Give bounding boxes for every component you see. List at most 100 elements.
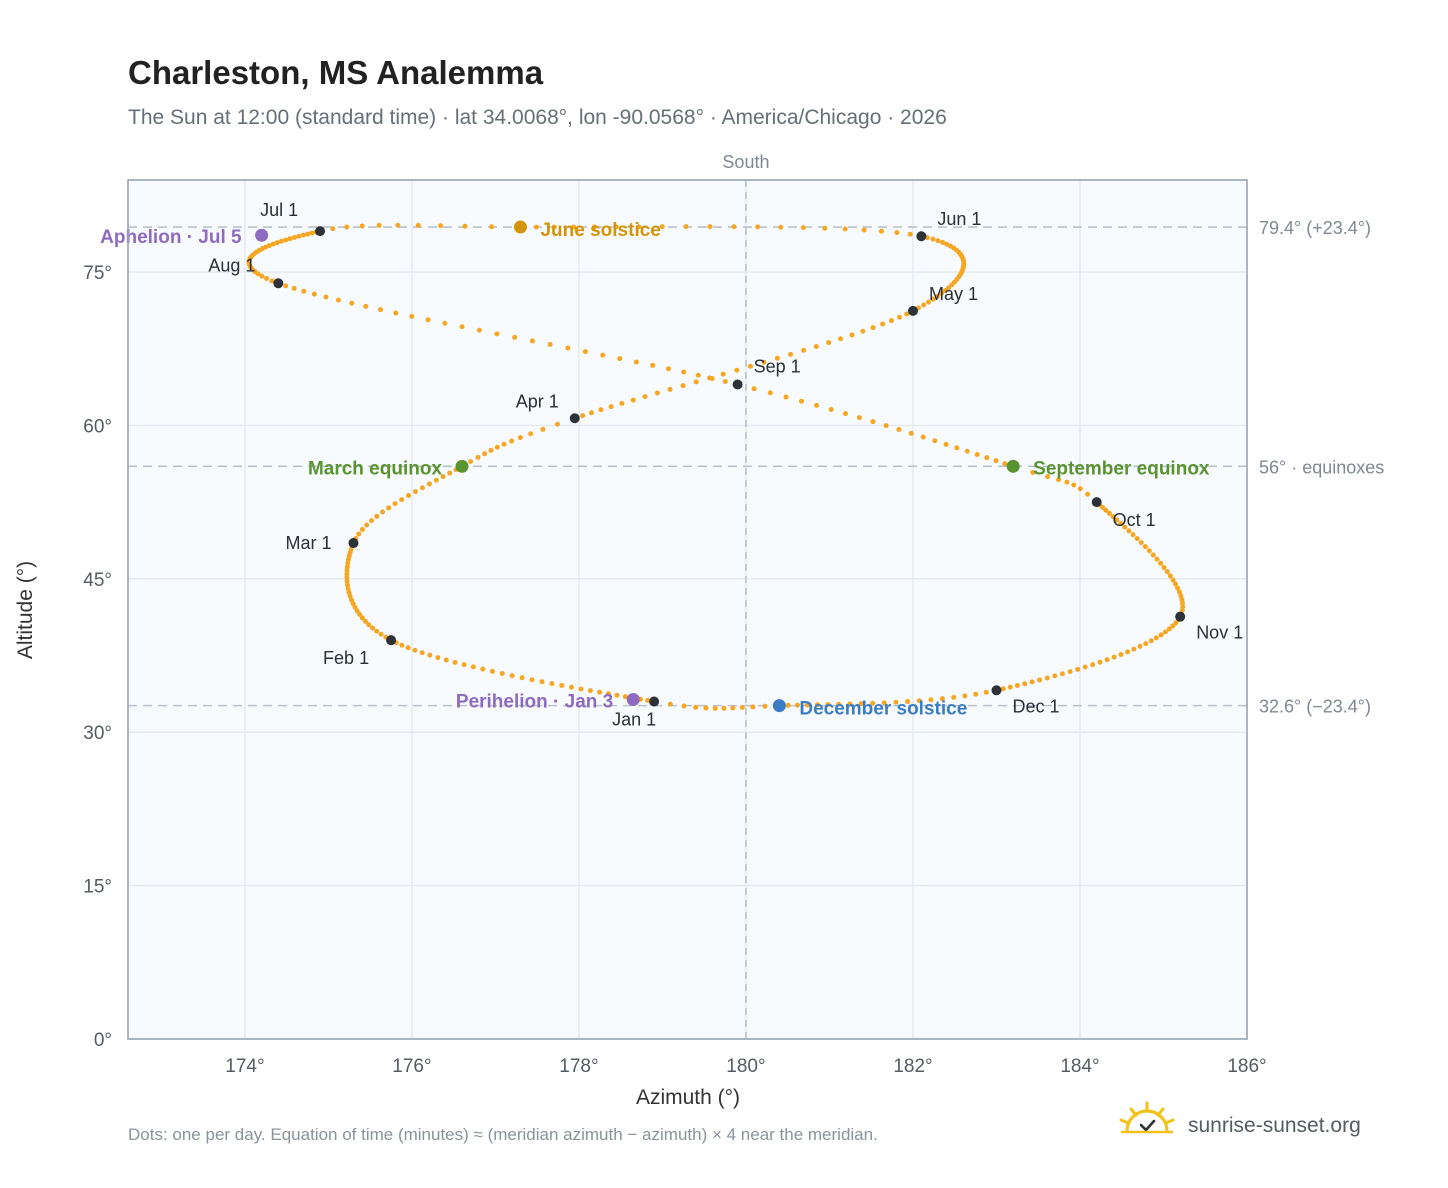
daily-sun-dot [930,296,936,302]
daily-sun-dot [529,338,535,344]
event-marker-label: March equinox [308,458,443,479]
daily-sun-dot [512,334,518,340]
daily-sun-dot [278,238,284,244]
daily-sun-dot [354,608,360,614]
daily-sun-dot [693,379,699,385]
y-tick-label: 75° [83,263,112,284]
daily-sun-dot [654,390,660,396]
daily-sun-dot [393,310,399,316]
daily-sun-dot [540,426,546,432]
month-marker-dot [348,538,359,549]
daily-sun-dot [1142,544,1148,550]
daily-sun-dot [370,625,376,631]
daily-sun-dot [974,452,980,458]
daily-sun-dot [747,363,753,369]
daily-sun-dot [345,586,351,592]
daily-sun-dot [412,489,418,495]
daily-sun-dot [755,224,761,230]
daily-sun-dot [1022,681,1028,687]
month-marker-dot [273,278,284,289]
daily-sun-dot [482,451,488,457]
daily-sun-dot [881,700,887,706]
daily-sun-dot [349,300,355,306]
daily-sun-dot [630,397,636,403]
daily-sun-dot [731,224,737,230]
month-marker-dot [991,685,1002,696]
daily-sun-dot [1173,620,1179,626]
daily-sun-dot [880,321,886,327]
daily-sun-dot [399,497,405,503]
daily-sun-dot [255,271,261,277]
daily-sun-dot [386,505,392,511]
daily-sun-dot [270,241,276,247]
daily-sun-dot [1110,514,1116,520]
month-marker-label: Aug 1 [208,255,255,275]
south-reference-label: South [722,152,769,172]
x-tick-label: 184° [1060,1056,1099,1077]
x-tick-label: 180° [726,1056,765,1077]
daily-sun-dot [305,231,311,237]
daily-sun-dot [904,311,910,317]
daily-sun-dot [703,705,709,711]
daily-sun-dot [984,455,990,461]
daily-sun-dot [598,407,604,413]
daily-sun-dot [1158,632,1164,638]
daily-sun-dot [309,230,315,236]
daily-sun-dot [814,402,820,408]
month-marker-dot [386,635,397,646]
daily-sun-dot [1148,638,1154,644]
daily-sun-dot [774,355,780,361]
daily-sun-dot [301,288,307,294]
daily-sun-dot [667,386,673,392]
daily-sun-dot [287,236,293,242]
daily-sun-dot [1030,469,1036,475]
daily-sun-dot [588,410,594,416]
sun-logo-icon [1119,1101,1175,1134]
y-tick-label: 15° [83,877,112,898]
daily-sun-dot [547,341,553,347]
daily-sun-dot [501,441,507,447]
event-marker-label: December solstice [799,699,967,720]
daily-sun-dot [440,474,446,480]
chart-title: Charleston, MS Analemma [128,54,544,91]
daily-sun-dot [939,696,945,702]
daily-sun-dot [973,691,979,697]
daily-sun-dot [1158,560,1164,566]
y-tick-label: 60° [83,416,112,437]
daily-sun-dot [559,682,565,688]
daily-sun-dot [1077,486,1083,492]
daily-sun-dot [683,224,689,230]
daily-sun-dot [825,702,831,708]
daily-sun-dot [551,224,557,230]
daily-sun-dot [259,273,265,279]
daily-sun-dot [519,675,525,681]
daily-sun-dot [1103,507,1109,513]
daily-sun-dot [1154,556,1160,562]
daily-sun-dot [452,659,458,665]
daily-sun-dot [1111,654,1117,660]
daily-sun-dot [395,222,401,228]
daily-sun-dot [916,698,922,704]
month-marker-label: Apr 1 [516,391,559,411]
daily-sun-dot [605,691,611,697]
daily-sun-dot [908,430,914,436]
daily-sun-dot [1179,600,1185,606]
daily-sun-dot [359,615,365,621]
daily-sun-dot [943,441,949,447]
event-marker-label: June solstice [540,220,660,241]
daily-sun-dot [362,618,368,624]
daily-sun-dot [378,631,384,637]
daily-sun-dot [438,223,444,229]
daily-sun-dot [1176,589,1182,595]
daily-sun-dot [568,684,574,690]
daily-sun-dot [344,567,350,573]
daily-sun-dot [681,369,687,375]
daily-sun-dot [1002,461,1008,467]
daily-sun-dot [461,662,467,668]
daily-sun-dot [798,398,804,404]
month-marker-label: Jan 1 [612,710,656,730]
daily-sun-dot [767,390,773,396]
daily-sun-dot [392,501,398,507]
daily-sun-dot [870,419,876,425]
daily-sun-dot [1137,643,1143,649]
